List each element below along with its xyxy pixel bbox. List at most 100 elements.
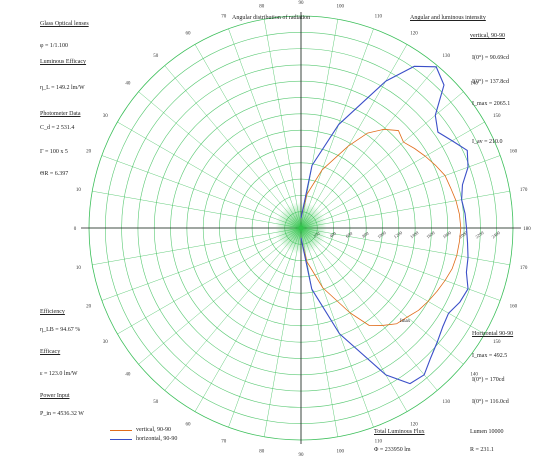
- radial-tick-label: 2000: [458, 230, 469, 240]
- grid-spoke: [92, 190, 302, 229]
- angle-tick-label: 90: [299, 453, 305, 458]
- series-line-horizontal: [300, 65, 469, 385]
- angle-tick-label: 0: [74, 227, 77, 232]
- angle-tick-label: 120: [410, 31, 418, 36]
- grid-spoke: [300, 155, 501, 229]
- grid-spoke: [300, 227, 374, 428]
- angle-tick-label: 140: [470, 82, 478, 87]
- angle-tick-label: 30: [103, 114, 109, 119]
- grid-spoke: [300, 227, 438, 391]
- efficacy-value: ε = 123.0 lm/W: [40, 371, 78, 377]
- right-bottom-line: I_max = 492.5: [472, 353, 508, 359]
- grid-spoke: [300, 227, 464, 365]
- radial-tick-label: 800: [361, 230, 370, 238]
- grid-spoke: [300, 227, 408, 412]
- center-dot: [298, 225, 304, 231]
- legend-label-horizontal: horizontal, 90-90: [136, 436, 178, 442]
- grid-spoke: [117, 121, 302, 229]
- angle-tick-label: 60: [186, 423, 192, 428]
- grid-spoke: [300, 19, 339, 229]
- angle-tick-label: 90: [299, 1, 305, 6]
- right-top-line: I_max = 2065.1: [472, 101, 511, 107]
- legend-label-vertical: vertical, 90-90: [136, 427, 171, 433]
- flux-ratio: R = 231.1: [470, 447, 494, 453]
- photometry-line: Γ = 100 x 5: [40, 149, 68, 155]
- radial-tick-label: 600: [345, 230, 354, 238]
- grid-spoke: [101, 227, 302, 301]
- angle-tick-label: 10: [76, 188, 82, 193]
- grid-spoke: [164, 65, 302, 229]
- right-top-line: I(0°) = 137.8cd: [472, 79, 509, 85]
- radial-tick-label: 1400: [409, 230, 420, 240]
- grid-spoke: [228, 28, 302, 229]
- angle-tick-label: 100: [336, 4, 344, 9]
- angle-tick-label: 50: [153, 400, 159, 405]
- photometry-line: ΘR = 6.397: [40, 171, 69, 177]
- grid-spoke: [300, 227, 485, 335]
- angle-tick-label: 140: [470, 372, 478, 377]
- legend-swatch-horizontal: [110, 439, 132, 440]
- radial-tick-label: 1600: [425, 230, 436, 240]
- right-top-subheading: vertical, 90-90: [470, 33, 505, 39]
- grid-spoke: [300, 28, 374, 229]
- right-top-line: I_av = 210.0: [472, 139, 503, 145]
- angle-tick-label: 40: [125, 82, 131, 87]
- radial-tick-label: 400: [329, 230, 338, 238]
- angle-tick-label: 60: [186, 31, 192, 36]
- efficiency-heading: Efficiency: [40, 309, 65, 315]
- angle-tick-label: 80: [259, 450, 265, 455]
- angle-tick-label: 50: [153, 54, 159, 59]
- grid-spoke: [300, 91, 464, 229]
- angle-tick-label: 170: [520, 188, 528, 193]
- grid-spoke: [300, 190, 510, 229]
- radial-tick-label: 2400: [491, 230, 502, 240]
- grid-spoke: [138, 91, 302, 229]
- angle-tick-label: 130: [443, 400, 451, 405]
- right-top-line: I(0°) = 90.69cd: [472, 55, 509, 61]
- grid-spoke: [92, 227, 302, 266]
- radial-tick-label: 1000: [377, 230, 388, 240]
- angle-tick-label: 170: [520, 266, 528, 271]
- power-value: P_in = 4536.32 W: [40, 411, 84, 417]
- right-bottom-line: I(0°) = 116.0cd: [472, 399, 509, 405]
- grid-spoke: [300, 44, 408, 229]
- angle-tick-label: 120: [410, 423, 418, 428]
- flux-heading-value: Lumen 10000: [470, 429, 504, 435]
- legend-swatch-vertical: [110, 430, 132, 431]
- right-bottom-heading: Horizontal 90-90: [472, 331, 514, 337]
- grid-spoke: [263, 227, 302, 437]
- grid-spoke: [300, 227, 510, 266]
- angle-tick-label: 150: [493, 114, 501, 119]
- grid-spoke: [300, 65, 438, 229]
- angle-tick-label: 10: [76, 266, 82, 271]
- photometry-line: C_d = 2 531.4: [40, 125, 75, 131]
- grid-spoke: [263, 19, 302, 229]
- angle-tick-label: 20: [86, 304, 92, 309]
- angle-tick-label: 40: [125, 372, 131, 377]
- grid-spoke: [194, 44, 302, 229]
- power-heading: Power Input: [40, 393, 70, 399]
- grid-spoke: [228, 227, 302, 428]
- angle-tick-label: 100: [336, 450, 344, 455]
- right-top-heading: Angular and luminous intensity: [410, 15, 486, 21]
- angle-tick-label: 70: [221, 439, 227, 444]
- left-heading: Glass Optical lenses: [40, 21, 89, 27]
- luminous-efficacy-value: η_L = 149.2 lm/W: [40, 85, 85, 91]
- grid-spoke: [194, 227, 302, 412]
- imax-marker-label: Imax: [400, 319, 411, 324]
- radial-tick-label: 1800: [442, 230, 453, 240]
- grid-spoke: [164, 227, 302, 391]
- flux-heading: Total Luminous Flux: [374, 429, 425, 435]
- angle-tick-label: 20: [86, 150, 92, 155]
- angle-tick-label: 80: [259, 4, 265, 9]
- angle-tick-label: 70: [221, 15, 227, 20]
- photometry-heading: Photometer Data: [40, 111, 81, 117]
- grid-spoke: [117, 227, 302, 335]
- flux-value: Φ = 233950 lm: [374, 447, 411, 453]
- efficiency-value: η_LB = 94.67 %: [40, 327, 81, 333]
- angle-tick-label: 150: [493, 340, 501, 345]
- luminous-efficacy-heading: Luminous Efficacy: [40, 59, 87, 65]
- radial-tick-label: 1200: [393, 230, 404, 240]
- angle-tick-label: 160: [510, 304, 518, 309]
